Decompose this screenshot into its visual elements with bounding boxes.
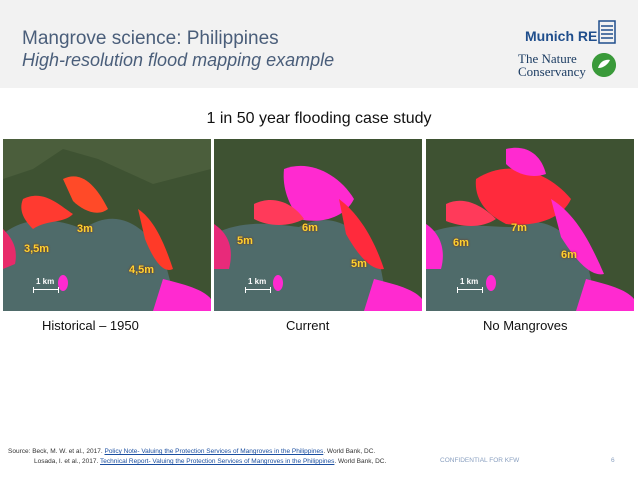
depth-label: 4,5m bbox=[129, 264, 155, 276]
scale-label: 1 km bbox=[248, 277, 267, 286]
depth-label: 3m bbox=[77, 223, 93, 235]
munich-re-logo-icon bbox=[598, 20, 616, 44]
depth-label: 5m bbox=[237, 235, 253, 247]
source-line-1: Source: Beck, M. W. et al., 2017. Policy… bbox=[8, 447, 428, 457]
source-prefix: Source: bbox=[8, 448, 31, 455]
nature-conservancy-logo-text: The Nature Conservancy bbox=[518, 52, 598, 78]
policy-note-link[interactable]: Policy Note- Valuing the Protection Serv… bbox=[104, 448, 324, 455]
scale-bar bbox=[33, 287, 59, 293]
flood-map-current: 5m 6m 5m 1 km bbox=[214, 139, 422, 311]
tnc-line-1: The Nature bbox=[518, 51, 577, 66]
source-line-1-suffix: . World Bank, DC. bbox=[323, 448, 376, 455]
flood-map-historical-image bbox=[3, 139, 211, 311]
caption-current: Current bbox=[286, 318, 330, 333]
caption-historical: Historical – 1950 bbox=[42, 318, 139, 333]
depth-label: 6m bbox=[302, 222, 318, 234]
depth-label: 3,5m bbox=[24, 243, 50, 255]
scale-label: 1 km bbox=[36, 277, 55, 286]
page-number: 6 bbox=[611, 457, 615, 464]
flood-map-historical: 3m 3,5m 4,5m 1 km bbox=[3, 139, 211, 311]
depth-label: 7m bbox=[511, 222, 527, 234]
case-study-title: 1 in 50 year flooding case study bbox=[206, 110, 432, 127]
tnc-line-2: Conservancy bbox=[518, 64, 586, 79]
slide-title: Mangrove science: Philippines bbox=[22, 28, 279, 49]
slide-subtitle: High-resolution flood mapping example bbox=[22, 50, 335, 70]
source-line-2-suffix: . World Bank, DC. bbox=[334, 458, 387, 465]
source-line-2: Losada, I. et al., 2017. Technical Repor… bbox=[8, 457, 428, 467]
flood-map-current-image bbox=[214, 139, 422, 311]
scale-bar bbox=[457, 287, 483, 293]
scale-bar bbox=[245, 287, 271, 293]
flood-map-no-mangroves-image bbox=[426, 139, 634, 311]
flood-map-no-mangroves: 6m 7m 6m 1 km bbox=[426, 139, 634, 311]
confidential-label: CONFIDENTIAL FOR KFW bbox=[440, 457, 520, 464]
depth-label: 6m bbox=[453, 237, 469, 249]
caption-no-mangroves: No Mangroves bbox=[483, 318, 568, 333]
scale-label: 1 km bbox=[460, 277, 479, 286]
source-citation: Source: Beck, M. W. et al., 2017. Policy… bbox=[8, 447, 428, 467]
technical-report-link[interactable]: Technical Report- Valuing the Protection… bbox=[100, 458, 335, 465]
depth-label: 5m bbox=[351, 258, 367, 270]
depth-label: 6m bbox=[561, 249, 577, 261]
source-line-1-text: Beck, M. W. et al., 2017. bbox=[32, 448, 103, 455]
header-band bbox=[0, 0, 638, 88]
nature-conservancy-leaf-icon bbox=[592, 53, 616, 77]
munich-re-logo-text: Munich RE bbox=[525, 28, 598, 44]
source-line-2-text: Losada, I. et al., 2017. bbox=[34, 458, 99, 465]
